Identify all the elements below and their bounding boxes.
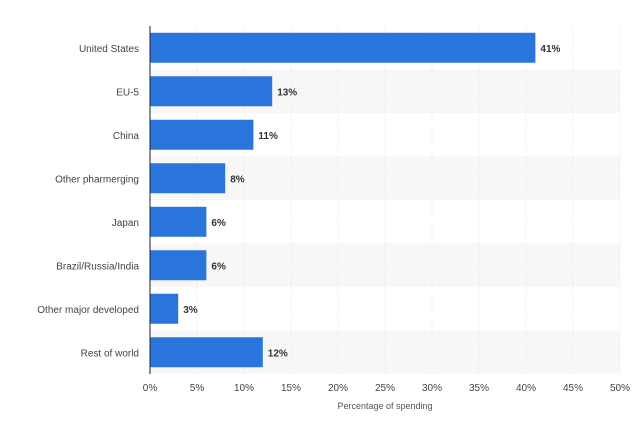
value-labels: 41% 13% 11% 8% 6% 6% 3% 12% [183, 44, 560, 360]
row-band [150, 156, 620, 200]
category-label: EU-5 [116, 87, 139, 98]
x-tick-label: 30% [422, 383, 442, 394]
value-label: 6% [211, 218, 226, 229]
bar [150, 163, 226, 194]
x-tick-label: 45% [563, 383, 583, 394]
value-label: 13% [277, 87, 297, 98]
bar [150, 293, 179, 324]
bar [150, 76, 273, 107]
value-label: 41% [540, 44, 560, 55]
bar [150, 337, 263, 368]
x-tick-label: 10% [234, 383, 254, 394]
category-label: United States [79, 44, 139, 55]
x-tick-label: 50% [610, 383, 630, 394]
category-label: China [113, 131, 140, 142]
row-band [150, 243, 620, 287]
value-label: 11% [258, 131, 278, 142]
category-label: Japan [112, 218, 139, 229]
x-tick-label: 5% [190, 383, 205, 394]
value-label: 3% [183, 305, 198, 316]
x-tick-label: 25% [375, 383, 395, 394]
category-label: Rest of world [81, 348, 139, 359]
x-tick-label: 20% [328, 383, 348, 394]
value-label: 8% [230, 174, 245, 185]
x-tick-label: 15% [281, 383, 301, 394]
bars [150, 32, 536, 368]
x-tick-label: 0% [143, 383, 158, 394]
x-axis-title: Percentage of spending [337, 401, 432, 411]
category-labels: United States EU-5 China Other pharmerging J… [37, 44, 139, 360]
category-label: Other pharmerging [55, 174, 139, 185]
category-label: Brazil/Russia/India [56, 261, 139, 272]
x-tick-label: 40% [516, 383, 536, 394]
bar [150, 32, 536, 63]
bar [150, 250, 207, 281]
x-tick-labels: 0% 5% 10% 15% 20% 25% 30% 35% 40% 45% 50% [143, 383, 630, 394]
bar [150, 119, 254, 150]
category-label: Other major developed [37, 305, 139, 316]
value-label: 12% [268, 348, 288, 359]
bar [150, 206, 207, 237]
value-label: 6% [211, 261, 226, 272]
x-tick-label: 35% [469, 383, 489, 394]
